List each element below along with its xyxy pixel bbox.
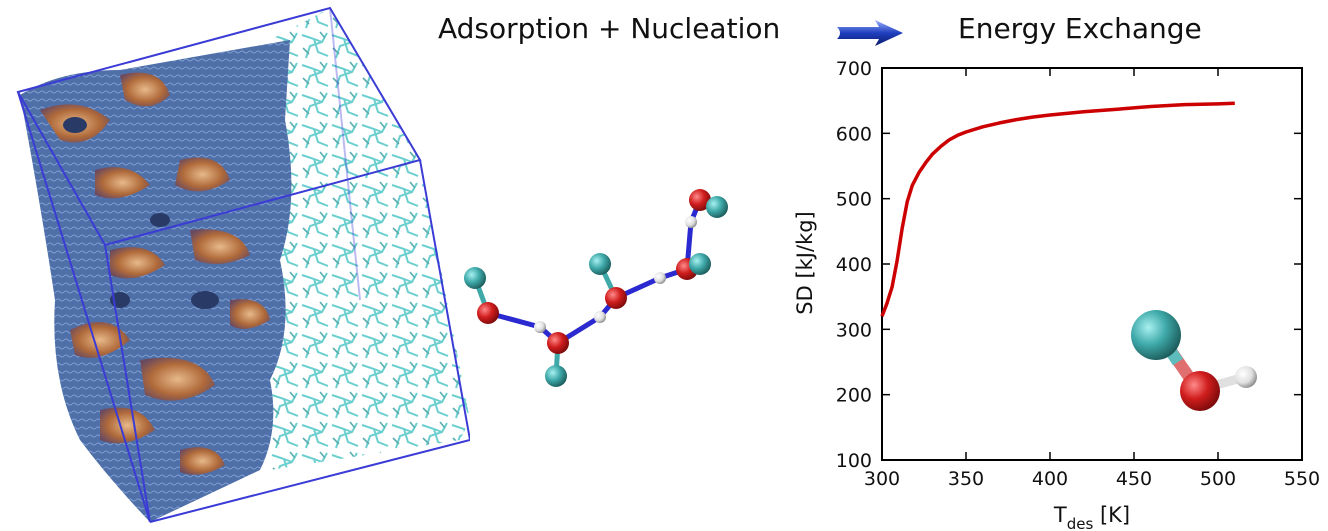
- porous-material-render: [16, 6, 470, 523]
- y-tick-label: 300: [836, 319, 872, 341]
- y-tick-label: 400: [836, 254, 872, 276]
- x-tick-label: 450: [1116, 468, 1152, 490]
- right-arrow-icon: [837, 20, 903, 46]
- y-axis-label: SD [kJ/kg]: [793, 211, 817, 314]
- x-tick-label: 300: [864, 468, 900, 490]
- x-tick-label: 400: [1032, 468, 1068, 490]
- y-tick-label: 200: [836, 385, 872, 407]
- x-tick-label: 350: [948, 468, 984, 490]
- water-cluster-molecule: [464, 189, 728, 387]
- y-tick-label: 700: [836, 58, 872, 80]
- y-tick-label: 600: [836, 123, 872, 145]
- sd-curve: [880, 101, 1235, 317]
- adsorption-nucleation-title: Adsorption + Nucleation: [438, 12, 781, 45]
- energy-exchange-title: Energy Exchange: [958, 12, 1202, 45]
- plot-frame: [881, 67, 1303, 461]
- y-tick-label: 500: [836, 189, 872, 211]
- water-molecule-inset: [1131, 310, 1257, 411]
- x-axis-label: Tdes [K]: [1053, 503, 1130, 531]
- sd-vs-tdes-chart: 300 350 400 450 500 550100200300400500600700 …: [793, 58, 1320, 531]
- x-tick-label: 550: [1284, 468, 1320, 490]
- y-tick-label: 100: [836, 450, 872, 472]
- x-tick-label: 500: [1200, 468, 1236, 490]
